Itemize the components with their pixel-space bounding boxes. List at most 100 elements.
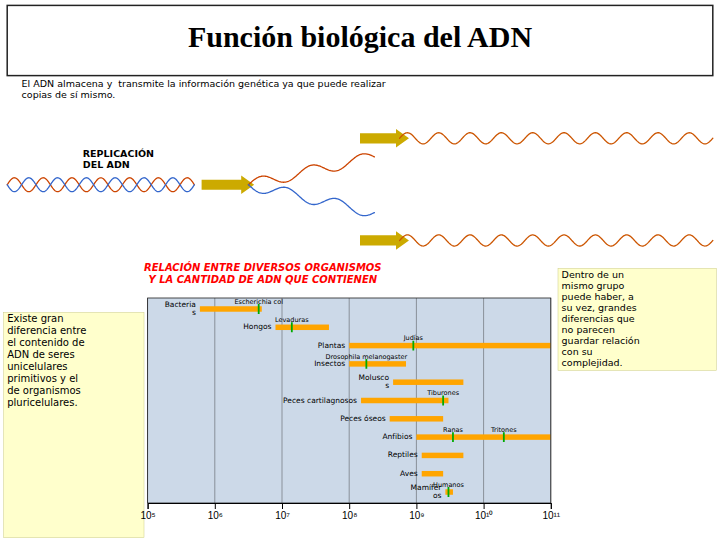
x-axis-line: [148, 504, 551, 510]
category-label-line: Aves: [400, 469, 418, 478]
annotation-line: primitivos y el: [7, 374, 78, 385]
category-label-line: s: [385, 381, 389, 390]
annotation: REPLICACIÓNDEL ADN: [83, 148, 154, 170]
x-tick-mark: [215, 503, 216, 509]
title-box: [7, 5, 713, 75]
bar: [390, 416, 443, 421]
category-label: Bacterias: [165, 300, 196, 317]
bar: [422, 453, 464, 458]
category-label: Hongos: [243, 322, 271, 331]
x-tick-mark: [148, 503, 149, 509]
dna-strand: [7, 178, 194, 192]
highlight-label: Escherichia col: [234, 298, 283, 306]
x-tick: 10¹¹: [542, 503, 560, 521]
labels: Bacterias Escherichia col Hongos Levaduras P…: [165, 298, 517, 500]
dna-strand: [248, 185, 374, 216]
dna-strand: [400, 235, 713, 246]
dna-strand: [400, 133, 713, 144]
highlight-label: Ranas: [443, 426, 463, 434]
highlight-label: Judías: [403, 334, 424, 342]
annotation-line: DEL ADN: [83, 159, 130, 170]
plot-frame: [148, 298, 551, 503]
x-tick-label: 10¹¹: [542, 510, 560, 521]
x-tick-label: 10⁹: [409, 510, 424, 521]
dna-strand: [7, 178, 194, 192]
category-label: Peces cartilagnosos: [283, 396, 357, 405]
figure: Función biológica del ADN El ADN almacena…: [0, 0, 720, 540]
category-label-line: Plantas: [318, 341, 345, 350]
annotation: Dentro de unmismo grupopuede haber, asu …: [562, 269, 640, 368]
category-label-line: Reptiles: [388, 450, 418, 459]
x-tick: 10⁷: [275, 503, 290, 521]
annotation-line: el contenido de: [7, 338, 84, 349]
annotation-line: diferencias que: [562, 313, 635, 324]
bar: [349, 361, 406, 366]
annotation-line: REPLICACIÓN: [83, 148, 154, 159]
x-tick-mark: [349, 503, 350, 509]
highlight-label: Tritones: [490, 426, 517, 434]
dna-arrow: [202, 175, 255, 194]
x-tick: 10⁸: [342, 503, 357, 521]
category-label-line: Peces cartilagnosos: [283, 396, 357, 405]
x-tick-mark: [551, 503, 552, 509]
note-box: [4, 312, 144, 537]
x-tick: 10⁹: [409, 503, 424, 521]
bar: [422, 471, 443, 476]
bar: [361, 398, 448, 403]
bar: [416, 434, 550, 439]
x-tick-mark: [416, 503, 417, 509]
x-tick: 10¹⁰: [475, 503, 493, 521]
annotation-line: ADN de seres: [7, 350, 75, 361]
bar: [200, 306, 262, 311]
category-label-line: Hongos: [243, 322, 271, 331]
category-label-line: Anfibios: [382, 432, 412, 441]
subtitle: El ADN almacena y transmite la informaci…: [22, 78, 386, 100]
x-axis: 10⁵ 10⁶ 10⁷ 10⁸ 10⁹ 10¹⁰ 10¹¹: [140, 503, 560, 521]
category-label: Anfibios: [382, 432, 412, 441]
annotation-line: de organismos: [7, 386, 81, 397]
highlight-label: Drosophila melanogaster: [325, 353, 407, 361]
x-tick: 10⁵: [140, 503, 155, 521]
annotation-line: su vez, grandes: [562, 302, 637, 313]
highlight-label: Tiburones: [426, 389, 459, 397]
grid-line: [214, 298, 215, 503]
marks: [200, 304, 551, 497]
annotation-line: con su: [562, 346, 593, 357]
bar: [393, 379, 463, 384]
title: Función biológica del ADN: [188, 20, 533, 53]
plot-background: [148, 298, 551, 503]
dna-arrow: [360, 231, 409, 250]
annotation-line: Existe gran: [7, 314, 63, 325]
annotation-line: no parecen: [562, 324, 615, 335]
x-tick-label: 10⁵: [140, 510, 155, 521]
annotation-line: guardar relación: [562, 335, 640, 346]
dna-illustration: [7, 129, 713, 250]
annotation-line: mismo grupo: [562, 280, 625, 291]
x-tick-mark: [484, 503, 485, 509]
annotation-line: unicelulares: [7, 362, 67, 373]
category-label-line: Peces óseos: [340, 414, 386, 423]
annotation: RELACIÓN ENTRE DIVERSOS ORGANISMOSY LA C…: [144, 261, 382, 285]
subtitle-line: El ADN almacena y transmite la informaci…: [22, 78, 386, 89]
bar: [349, 343, 551, 348]
chart: Bacterias Escherichia col Hongos Levaduras P…: [140, 298, 560, 521]
dna-strand: [248, 154, 374, 185]
annotation-line: Dentro de un: [562, 269, 624, 280]
annotation-line: pluricelulares.: [7, 398, 77, 409]
annotation-line: complejidad.: [562, 357, 623, 368]
highlight-label: Levaduras: [275, 316, 309, 324]
x-tick-label: 10¹⁰: [475, 510, 493, 521]
category-label: Peces óseos: [340, 414, 386, 423]
grid-line: [483, 298, 484, 503]
annotation-line: diferencia entre: [7, 326, 86, 337]
x-tick-label: 10⁶: [208, 510, 223, 521]
annotation: Existe grandiferencia entreel contenido …: [7, 314, 86, 409]
category-label-line: s: [192, 308, 196, 317]
x-tick-label: 10⁷: [275, 510, 290, 521]
annotation-line: RELACIÓN ENTRE DIVERSOS ORGANISMOS: [144, 261, 382, 273]
bar: [275, 325, 328, 330]
annotation-line: puede haber, a: [562, 291, 634, 302]
note-box: [558, 268, 716, 370]
highlight-label: Humanos: [433, 481, 464, 489]
category-label: Moluscos: [359, 373, 390, 390]
